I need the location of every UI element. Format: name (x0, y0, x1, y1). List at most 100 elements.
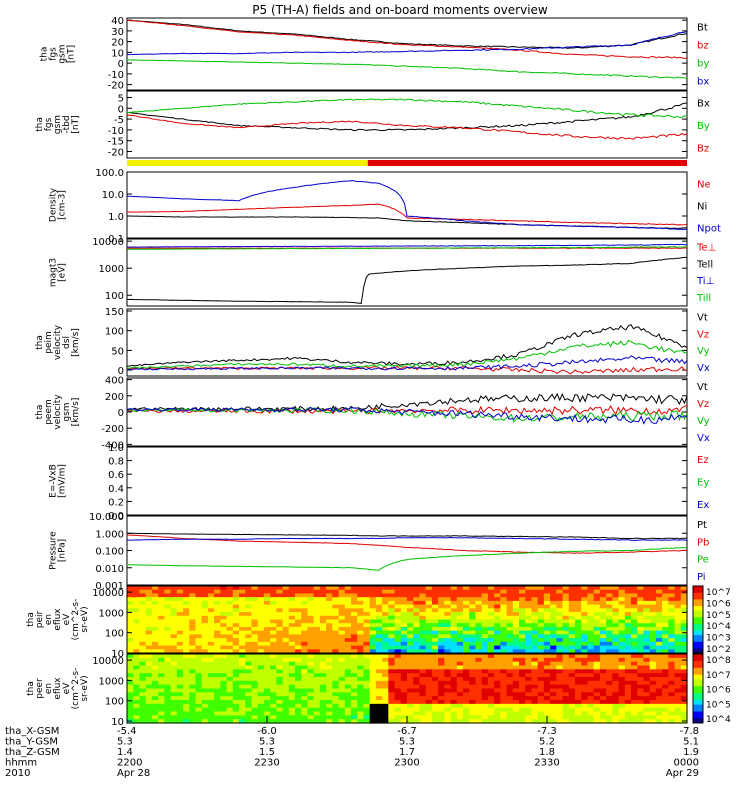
spectrogram-cell (245, 615, 253, 621)
spectrogram-cell (363, 719, 371, 724)
spectrogram-cell (413, 604, 421, 609)
spectrogram-cell (170, 638, 178, 643)
colorbar: 10^810^710^610^510^4 (692, 653, 731, 725)
y-tick-label: 1.000 (95, 529, 124, 540)
spectrogram-cell (425, 600, 433, 606)
spectrogram-cell (668, 630, 676, 635)
spectrogram-cell (475, 688, 483, 693)
spectrogram-cell (562, 630, 570, 635)
spectrogram-cell (568, 703, 576, 709)
spectrogram-cell (351, 661, 358, 667)
spectrogram-cell (556, 680, 564, 686)
spectrogram-cell (176, 696, 184, 701)
spectrogram-cell (512, 688, 520, 693)
y-axis-label-line: peem (44, 399, 54, 425)
spectrogram-cell (425, 649, 433, 654)
spectrogram-cell (512, 608, 520, 613)
spectrogram-cell (643, 688, 651, 693)
y-axis-label-line: E=-VxB (49, 464, 59, 498)
spectrogram-cell (506, 677, 514, 682)
spectrogram-cell (450, 612, 458, 617)
spectrogram-cell (463, 619, 470, 624)
spectrogram-cell (307, 661, 315, 667)
spectrogram-cell (456, 661, 464, 667)
spectrogram-cell (400, 669, 408, 674)
spectrogram-cell (151, 600, 159, 606)
spectrogram-cell (575, 586, 582, 591)
spectrogram-cell (151, 719, 159, 724)
spectrogram-cell (487, 700, 495, 705)
y-tick-label: 0.4 (108, 484, 124, 495)
legend-entry: Vy (697, 416, 710, 427)
spectrogram-cell (382, 711, 389, 716)
spectrogram-cell (512, 692, 520, 697)
series-line-vx (126, 355, 688, 371)
spectrogram-cell (319, 600, 327, 606)
spectrogram-cell (413, 700, 421, 705)
legend-entry: bz (697, 41, 709, 52)
spectrogram-cell (158, 649, 165, 654)
spectrogram-cell (568, 669, 576, 674)
spectrogram-cell (301, 669, 309, 674)
spectrogram-cell (319, 589, 327, 595)
y-tick-label: -10 (108, 126, 124, 137)
spectrogram-cell (606, 638, 613, 643)
spectrogram-cell (127, 703, 134, 709)
series-line-bt (126, 19, 688, 49)
spectrogram-cell (170, 715, 178, 720)
spectrogram-cell (214, 593, 221, 598)
spectrogram-cell (431, 665, 439, 670)
spectrogram-cell (438, 677, 445, 682)
spectrogram-cell (164, 586, 172, 591)
spectrogram-cell (176, 608, 184, 613)
spectrogram-cell (680, 649, 688, 654)
spectrogram-cell (450, 634, 458, 639)
spectrogram-cell (207, 649, 215, 654)
spectrogram-cell (624, 597, 632, 602)
spectrogram-cell (313, 597, 321, 602)
spectrogram-cell (319, 630, 327, 635)
spectrogram-cell (270, 645, 277, 650)
spectrogram-cell (655, 586, 663, 591)
spectrogram-cell (581, 589, 589, 595)
spectrogram-cell (655, 696, 663, 701)
spectrogram-cell (369, 586, 377, 591)
spectrogram-cell (674, 634, 682, 639)
spectrogram-cell (319, 608, 327, 613)
spectrogram-cell (624, 669, 632, 674)
spectrogram-cell (531, 593, 539, 598)
spectrogram-cell (220, 700, 228, 705)
spectrogram-cell (145, 604, 153, 609)
spectrogram-cell (487, 634, 495, 639)
colorbar-tick-label: 10^5 (706, 700, 731, 710)
spectrogram-cell (463, 700, 470, 705)
spectrogram-cell (332, 630, 340, 635)
spectrogram-cell (425, 641, 433, 647)
spectrogram-cell (456, 707, 464, 713)
spectrogram-cell (245, 673, 253, 678)
spectrogram-cell (257, 707, 265, 713)
spectrogram-cell (444, 692, 452, 697)
spectrogram-cell (301, 615, 309, 621)
spectrogram-cell (139, 684, 147, 690)
spectrogram-cell (351, 626, 358, 632)
spectrogram-cell (133, 700, 141, 705)
spectrogram-cell (618, 715, 626, 720)
spectrogram-cell (369, 692, 377, 697)
spectrogram-cell (239, 715, 246, 720)
spectrogram-cell (618, 673, 626, 678)
spectrogram-cell (158, 654, 165, 659)
spectrogram-cell (357, 615, 365, 621)
spectrogram-cell (587, 649, 595, 654)
spectrogram-cell (506, 630, 514, 635)
spectrogram-cell (575, 615, 582, 621)
spectrogram-cell (164, 673, 172, 678)
spectrogram-cell (176, 665, 184, 670)
spectrogram-cell (599, 604, 607, 609)
spectrogram-cell (295, 700, 302, 705)
spectrogram-cell (512, 696, 520, 701)
spectrogram-cell (164, 665, 172, 670)
spectrogram-cell (662, 680, 669, 686)
spectrogram-cell (444, 657, 452, 663)
spectrogram-cell (176, 692, 184, 697)
